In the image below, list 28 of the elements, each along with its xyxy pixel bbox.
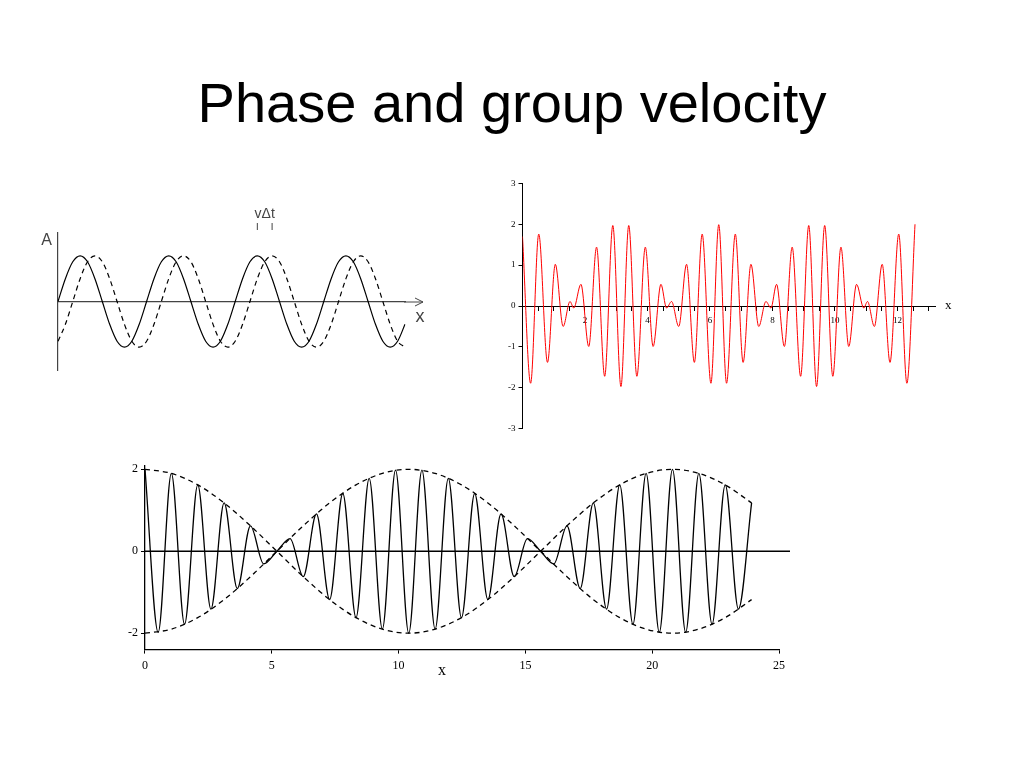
y-tick-label: 1 bbox=[511, 259, 516, 270]
y-axis-title: A bbox=[41, 231, 53, 249]
y-tick-label: 2 bbox=[132, 461, 138, 476]
y-tick-label: -2 bbox=[508, 382, 516, 393]
y-tick-label: -1 bbox=[508, 341, 516, 352]
x-axis-title: x bbox=[415, 306, 425, 327]
x-tick-label: 12 bbox=[893, 314, 902, 325]
x-tick-label: 4 bbox=[645, 314, 651, 325]
x-tick-label: 0 bbox=[142, 657, 148, 672]
x-tick-label: 2 bbox=[582, 314, 588, 325]
y-tick-label: 0 bbox=[132, 543, 138, 558]
x-tick-label: 10 bbox=[392, 657, 405, 672]
chart-title: Phase and group velocity bbox=[196, 70, 828, 135]
y-tick-label: -3 bbox=[508, 422, 516, 433]
x-tick-label: 25 bbox=[773, 657, 785, 672]
line-series bbox=[522, 223, 916, 388]
y-tick-label: 0 bbox=[511, 300, 516, 311]
x-tick-label: 8 bbox=[770, 314, 776, 325]
x-tick-label: 15 bbox=[519, 657, 532, 672]
x-axis-title: x bbox=[438, 661, 446, 679]
x-tick-label: 5 bbox=[268, 657, 275, 672]
y-tick-label: 2 bbox=[511, 218, 516, 229]
x-tick-label: 20 bbox=[646, 657, 659, 672]
text: vΔt bbox=[254, 204, 275, 221]
y-tick-label: 3 bbox=[511, 177, 516, 188]
x-axis-title: x bbox=[945, 297, 952, 313]
y-tick-label: -2 bbox=[128, 625, 138, 640]
x-tick-label: 6 bbox=[707, 314, 713, 325]
